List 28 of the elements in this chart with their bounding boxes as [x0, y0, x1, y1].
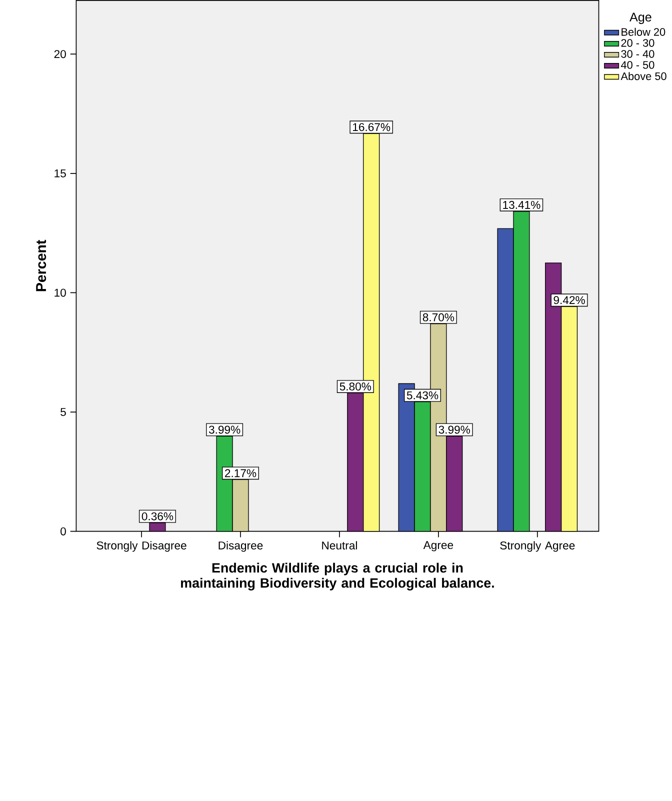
x-axis-title: Endemic Wildlife plays a crucial role in maintaining Biodiversity and Ecological balance. [181, 562, 494, 590]
data-label: 5.80% [340, 382, 372, 391]
y-tick-label: 5 [60, 408, 66, 416]
data-label: 3.99% [438, 426, 470, 434]
data-label: 13.41% [503, 200, 540, 209]
y-tick-label: 0 [60, 527, 66, 536]
legend-label: Above 50 [620, 72, 666, 80]
data-label: 5.43% [406, 391, 438, 400]
y-tick-label: 20 [54, 50, 66, 58]
data-label: 2.17% [225, 469, 256, 478]
x-tick-label: Strongly Agree [500, 541, 575, 552]
legend-label: 30 - 40 [621, 50, 654, 58]
y-tick-label: 15 [54, 169, 66, 178]
y-axis-title: Percent [36, 240, 46, 292]
data-label: 0.36% [142, 512, 174, 520]
x-tick-label: Disagree [218, 541, 263, 552]
data-label: 8.70% [422, 313, 454, 322]
legend-label: 20 - 30 [621, 39, 654, 47]
x-tick-label: Agree [423, 541, 454, 552]
data-label: 16.67% [353, 123, 390, 132]
x-tick-label: Neutral [322, 541, 358, 550]
legend-label: 40 - 50 [621, 61, 654, 69]
data-label: 9.42% [554, 296, 585, 304]
legend-title: Age [630, 12, 652, 24]
y-tick-label: 10 [54, 288, 66, 297]
x-tick-label: Strongly Disagree [96, 541, 186, 552]
legend-label: Below 20 [622, 28, 666, 36]
data-label: 3.99% [209, 426, 240, 434]
